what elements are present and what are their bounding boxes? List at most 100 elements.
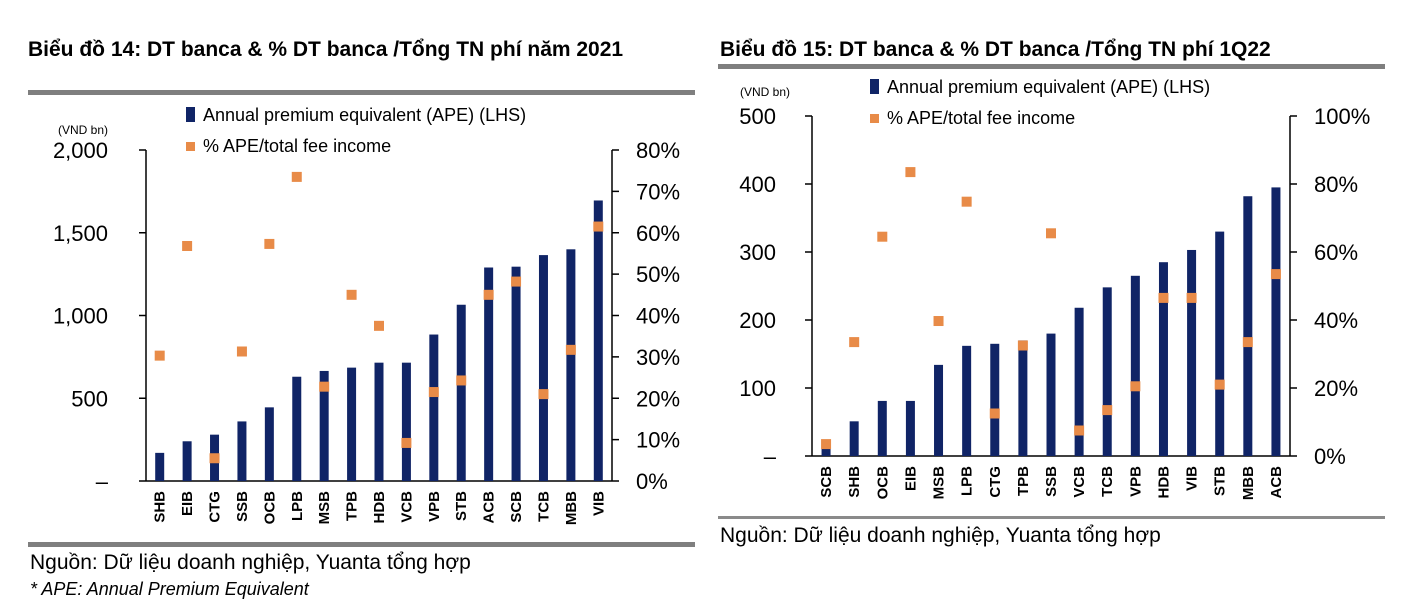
right-category-label: SCB bbox=[818, 466, 835, 498]
right-category-label: MSB bbox=[931, 466, 948, 500]
left-category-label: TCB bbox=[535, 491, 552, 522]
right-point-ctg bbox=[989, 408, 1000, 419]
left-point-scb bbox=[511, 276, 522, 287]
right-bar-ctg bbox=[990, 343, 1000, 456]
right-bar-lpb bbox=[962, 345, 972, 456]
left-category-label: TPB bbox=[344, 491, 361, 521]
right-category-label: OCB bbox=[874, 466, 891, 500]
left-right-tick-label: 80% bbox=[636, 138, 680, 163]
left-point-acb bbox=[483, 289, 494, 300]
right-bar-tcb bbox=[1102, 287, 1112, 456]
right-category-label: VPB bbox=[1127, 466, 1144, 497]
left-source: Nguồn: Dữ liệu doanh nghiệp, Yuanta tổng… bbox=[30, 551, 471, 574]
left-category-label: SSB bbox=[234, 491, 251, 522]
right-chart-title: Biểu đồ 15: DT banca & % DT banca /Tổng … bbox=[720, 38, 1271, 61]
right-left-tick-label: 400 bbox=[739, 172, 776, 197]
right-category-label: SSB bbox=[1043, 466, 1060, 497]
left-bar-scb bbox=[511, 266, 521, 481]
left-category-label: STB bbox=[453, 491, 470, 521]
right-left-tick-label: – bbox=[764, 444, 777, 469]
right-legend-bar-swatch bbox=[870, 79, 879, 94]
left-bar-eib bbox=[182, 441, 192, 481]
right-category-label: MBB bbox=[1240, 466, 1257, 500]
left-point-vcb bbox=[401, 437, 412, 448]
right-category-label: ACB bbox=[1268, 466, 1285, 499]
left-category-label: MSB bbox=[316, 491, 333, 525]
right-bar-mbb bbox=[1243, 196, 1253, 457]
left-category-label: LPB bbox=[289, 491, 306, 521]
left-title-rule bbox=[28, 90, 695, 95]
left-point-ocb bbox=[264, 238, 275, 249]
right-bar-eib bbox=[905, 400, 915, 456]
right-category-label: HDB bbox=[1155, 466, 1172, 499]
right-category-label: STB bbox=[1212, 466, 1229, 496]
right-bar-vib bbox=[1187, 249, 1197, 456]
left-point-eib bbox=[182, 240, 193, 251]
left-legend-point-label: % APE/total fee income bbox=[203, 136, 391, 156]
right-legend-bar-label: Annual premium equivalent (APE) (LHS) bbox=[887, 77, 1210, 97]
left-chart: – 500 1,000 1,500 2,000 0% 10% 20% 30% 40% 50% 60% 7… bbox=[53, 105, 680, 525]
left-point-shb bbox=[154, 350, 165, 361]
right-point-tpb bbox=[1017, 340, 1028, 351]
right-point-mbb bbox=[1242, 337, 1253, 348]
right-bar-acb bbox=[1271, 187, 1281, 456]
left-footnote: * APE: Annual Premium Equivalent bbox=[30, 579, 309, 599]
right-point-acb bbox=[1270, 269, 1281, 280]
right-bar-shb bbox=[849, 421, 859, 456]
left-category-label: EIB bbox=[179, 491, 196, 516]
right-point-eib bbox=[905, 167, 916, 178]
left-right-tick-label: 50% bbox=[636, 262, 680, 287]
left-category-label: CTG bbox=[207, 491, 224, 523]
left-point-stb bbox=[456, 375, 467, 386]
left-chart-title: Biểu đồ 14: DT banca & % DT banca /Tổng … bbox=[28, 38, 624, 61]
left-bar-mbb bbox=[566, 249, 576, 481]
right-left-tick-label: 500 bbox=[739, 104, 776, 129]
left-bottom-rule bbox=[28, 542, 695, 547]
left-left-tick-label: – bbox=[96, 469, 109, 494]
right-bar-ssb bbox=[1046, 333, 1056, 456]
left-bar-tpb bbox=[347, 367, 357, 481]
right-category-label: TCB bbox=[1099, 466, 1116, 497]
right-chart: – 100 200 300 400 500 0% 20% 40% 60% 80% 100% (VND b… bbox=[739, 77, 1370, 500]
right-category-label: VIB bbox=[1184, 466, 1201, 491]
right-left-tick-label: 100 bbox=[739, 376, 776, 401]
right-source: Nguồn: Dữ liệu doanh nghiệp, Yuanta tổng… bbox=[720, 524, 1161, 547]
left-category-label: MBB bbox=[563, 491, 580, 525]
right-point-ocb bbox=[877, 231, 888, 242]
left-point-tcb bbox=[538, 389, 549, 400]
right-point-vib bbox=[1186, 292, 1197, 303]
left-bar-ocb bbox=[264, 407, 274, 481]
left-category-label: VIB bbox=[590, 491, 607, 516]
right-point-stb bbox=[1214, 379, 1225, 390]
left-right-tick-label: 40% bbox=[636, 304, 680, 329]
right-legend-point-swatch bbox=[870, 114, 879, 123]
right-bar-stb bbox=[1215, 231, 1225, 456]
right-bar-vpb bbox=[1130, 275, 1140, 456]
left-bar-vib bbox=[593, 200, 603, 482]
left-category-label: SCB bbox=[508, 491, 525, 523]
left-right-tick-label: 70% bbox=[636, 179, 680, 204]
right-right-tick-label: 80% bbox=[1314, 172, 1358, 197]
left-left-tick-label: 1,500 bbox=[53, 221, 108, 246]
right-category-label: SHB bbox=[846, 466, 863, 498]
right-point-ssb bbox=[1046, 228, 1056, 239]
right-point-msb bbox=[933, 316, 944, 327]
left-bar-acb bbox=[484, 267, 494, 481]
right-category-label: CTG bbox=[987, 466, 1004, 498]
right-legend-point-label: % APE/total fee income bbox=[887, 108, 1075, 128]
right-right-tick-label: 0% bbox=[1314, 444, 1346, 469]
left-category-label: SHB bbox=[152, 491, 169, 523]
right-bar-hdb bbox=[1158, 262, 1168, 456]
right-left-tick-label: 200 bbox=[739, 308, 776, 333]
left-bar-tcb bbox=[538, 255, 548, 481]
right-point-tcb bbox=[1102, 405, 1113, 416]
right-category-label: LPB bbox=[959, 466, 976, 496]
left-legend-point-swatch bbox=[186, 142, 195, 151]
right-bar-ocb bbox=[877, 400, 887, 456]
left-left-tick-label: 1,000 bbox=[53, 304, 108, 329]
left-legend-bar-label: Annual premium equivalent (APE) (LHS) bbox=[203, 105, 526, 125]
right-right-tick-label: 60% bbox=[1314, 240, 1358, 265]
right-unit-label: (VND bn) bbox=[740, 85, 790, 99]
left-right-tick-label: 60% bbox=[636, 221, 680, 246]
left-category-label: HDB bbox=[371, 491, 388, 524]
